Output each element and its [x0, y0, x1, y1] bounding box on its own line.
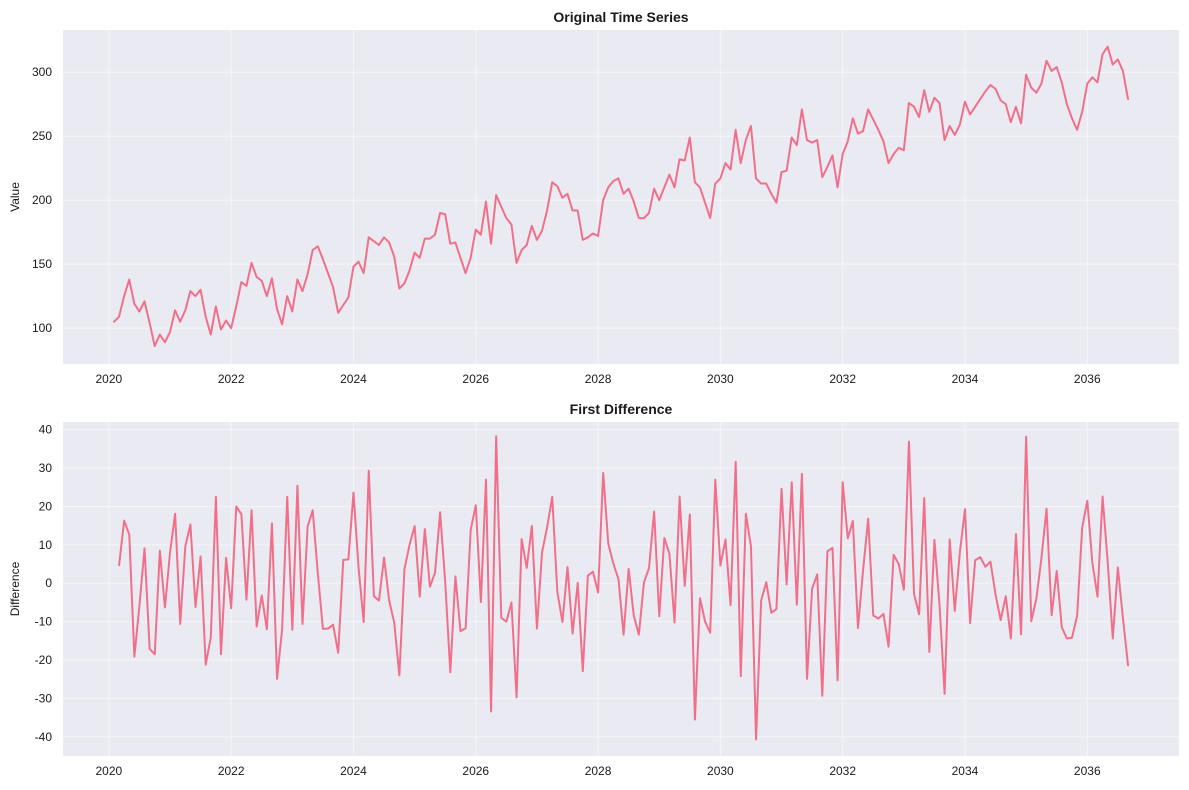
x-tick-label: 2024 — [340, 372, 367, 386]
x-tick-label: 2020 — [96, 764, 123, 778]
x-tick-label: 2030 — [707, 764, 734, 778]
y-tick-label: 20 — [39, 499, 53, 513]
y-tick-label: -30 — [35, 691, 53, 705]
x-tick-label: 2028 — [585, 764, 612, 778]
x-tick-label: 2020 — [96, 372, 123, 386]
plot-area — [63, 422, 1179, 756]
x-tick-label: 2024 — [340, 764, 367, 778]
x-tick-label: 2032 — [829, 372, 856, 386]
x-tick-label: 2034 — [952, 764, 979, 778]
x-tick-label: 2036 — [1074, 372, 1101, 386]
x-tick-label: 2028 — [585, 372, 612, 386]
x-tick-label: 2022 — [218, 372, 245, 386]
y-tick-label: 0 — [45, 576, 52, 590]
series-line — [118, 435, 1130, 741]
y-tick-label: 300 — [32, 65, 52, 79]
x-tick-label: 2026 — [462, 764, 489, 778]
y-tick-label: 250 — [32, 129, 52, 143]
x-tick-label: 2032 — [829, 764, 856, 778]
x-tick-label: 2036 — [1074, 764, 1101, 778]
x-tick-label: 2034 — [952, 372, 979, 386]
y-axis-label: Difference — [8, 561, 22, 616]
y-tick-label: 100 — [32, 321, 52, 335]
y-tick-label: 10 — [39, 538, 53, 552]
y-tick-label: 150 — [32, 257, 52, 271]
x-tick-label: 2022 — [218, 764, 245, 778]
chart-original-time-series: Original Time Series 2020 2022 2024 2026 202… — [8, 9, 1179, 386]
y-axis-label: Value — [8, 182, 22, 212]
x-tick-label: 2030 — [707, 372, 734, 386]
y-tick-label: -40 — [35, 730, 53, 744]
chart-title: Original Time Series — [553, 9, 688, 25]
series-line — [112, 45, 1130, 348]
chart-title: First Difference — [570, 401, 673, 417]
plot-area — [63, 30, 1179, 364]
y-tick-label: -10 — [35, 615, 53, 629]
chart-first-difference: First Difference 2020 2022 2024 2026 2028 203… — [8, 401, 1179, 778]
y-tick-label: -20 — [35, 653, 53, 667]
y-tick-label: 30 — [39, 461, 53, 475]
y-tick-label: 40 — [39, 423, 53, 437]
x-tick-label: 2026 — [462, 372, 489, 386]
y-tick-label: 200 — [32, 193, 52, 207]
